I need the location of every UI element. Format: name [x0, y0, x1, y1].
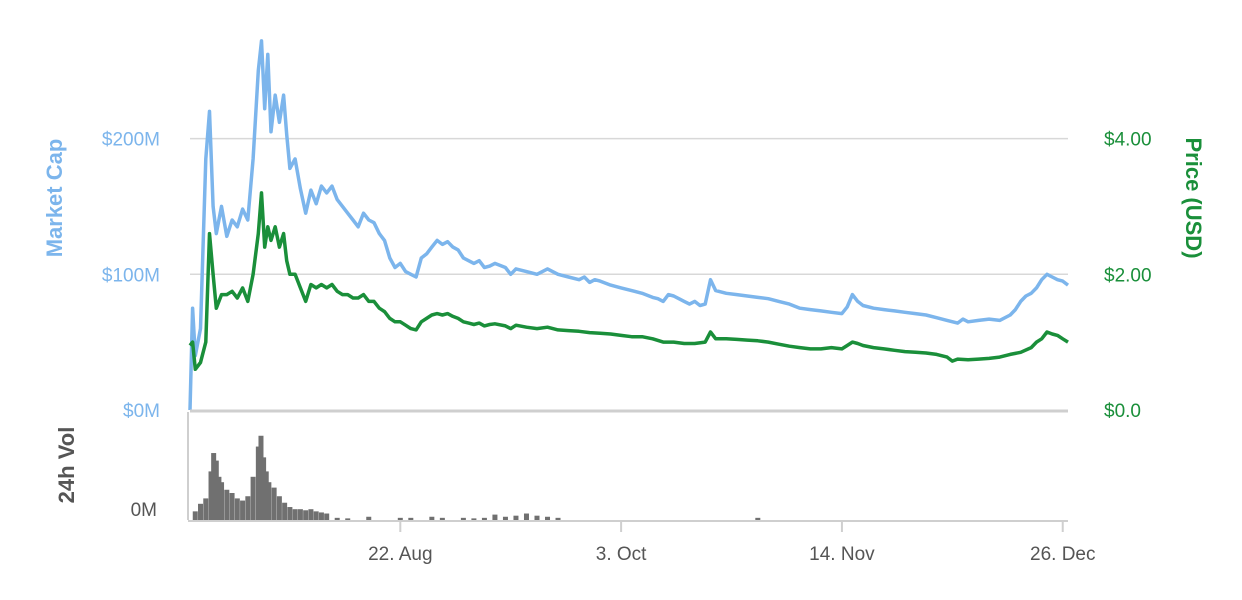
right-tick-label: $4.00	[1104, 130, 1152, 151]
volume-bar	[345, 518, 351, 520]
volume-bar	[255, 446, 261, 520]
x-tick-label: 3. Oct	[596, 544, 647, 565]
volume-bar	[297, 509, 303, 520]
volume-bar	[429, 516, 435, 520]
volume-bar	[287, 507, 293, 520]
volume-bar	[211, 453, 217, 520]
volume-bar	[755, 517, 761, 520]
volume-bar	[366, 516, 372, 520]
volume-bar	[271, 487, 277, 520]
left-tick-label: $100M	[102, 265, 160, 286]
volume-bar	[229, 493, 235, 520]
volume-bar	[439, 517, 445, 520]
grid-lines	[190, 137, 1068, 276]
series-lines	[188, 39, 1070, 411]
x-tick-label: 26. Dec	[1030, 544, 1095, 565]
volume-bar	[263, 471, 269, 520]
volume-bar	[534, 515, 540, 520]
volume-bar	[240, 500, 246, 520]
x-tick-label: 22. Aug	[368, 544, 432, 565]
volume-bar	[203, 498, 209, 520]
volume-bar	[213, 460, 219, 520]
volume-bar	[408, 517, 414, 520]
volume-bar	[303, 510, 309, 520]
volume-bar	[198, 503, 204, 520]
x-tick-label: 14. Nov	[809, 544, 875, 565]
volume-axis-ticks: 0M	[131, 500, 157, 521]
right-tick-label: $0.0	[1104, 401, 1141, 422]
right-axis-ticks: $0.0 $2.00 $4.00	[1104, 130, 1152, 422]
volume-bar	[502, 516, 508, 520]
volume-tick-label: 0M	[131, 500, 157, 521]
volume-bar	[471, 518, 477, 520]
volume-bar	[208, 471, 214, 520]
volume-bar	[258, 435, 264, 520]
volume-bar	[481, 517, 487, 520]
volume-bar	[492, 514, 498, 520]
volume-bar	[282, 502, 288, 520]
volume-bar	[234, 498, 240, 520]
volume-bar	[266, 482, 272, 520]
right-axis-title: Price (USD)	[1181, 137, 1206, 258]
volume-bar	[250, 476, 256, 520]
volume-bar	[545, 516, 551, 520]
volume-bars	[192, 435, 761, 520]
volume-bar	[192, 511, 198, 520]
left-axis-title: Market Cap	[42, 139, 67, 258]
volume-bar	[261, 457, 267, 520]
volume-bar	[513, 515, 519, 520]
volume-bar	[397, 517, 403, 520]
volume-axis-title: 24h Vol	[54, 427, 79, 504]
right-tick-label: $2.00	[1104, 265, 1152, 286]
volume-bar	[313, 511, 319, 520]
left-tick-label: $200M	[102, 130, 160, 151]
volume-bar	[245, 496, 251, 520]
volume-bar	[276, 496, 282, 520]
volume-bar	[308, 509, 314, 520]
volume-bar	[324, 513, 330, 520]
volume-bar	[292, 509, 298, 520]
left-tick-label: $0M	[123, 401, 160, 422]
x-axis-ticks: 22. Aug 3. Oct 14. Nov 26. Dec	[368, 521, 1095, 565]
left-axis-ticks: $0M $100M $200M	[102, 130, 160, 422]
volume-bar	[334, 517, 340, 520]
price-series-line	[188, 191, 1069, 372]
volume-bar	[460, 517, 466, 520]
axis-lines	[187, 409, 1068, 522]
volume-bar	[224, 489, 230, 520]
volume-bar	[523, 513, 529, 520]
volume-bar	[216, 476, 222, 520]
volume-bar	[318, 512, 324, 520]
volume-bar	[555, 517, 561, 520]
market-cap-series-line	[188, 39, 1070, 411]
volume-bar	[219, 482, 225, 520]
